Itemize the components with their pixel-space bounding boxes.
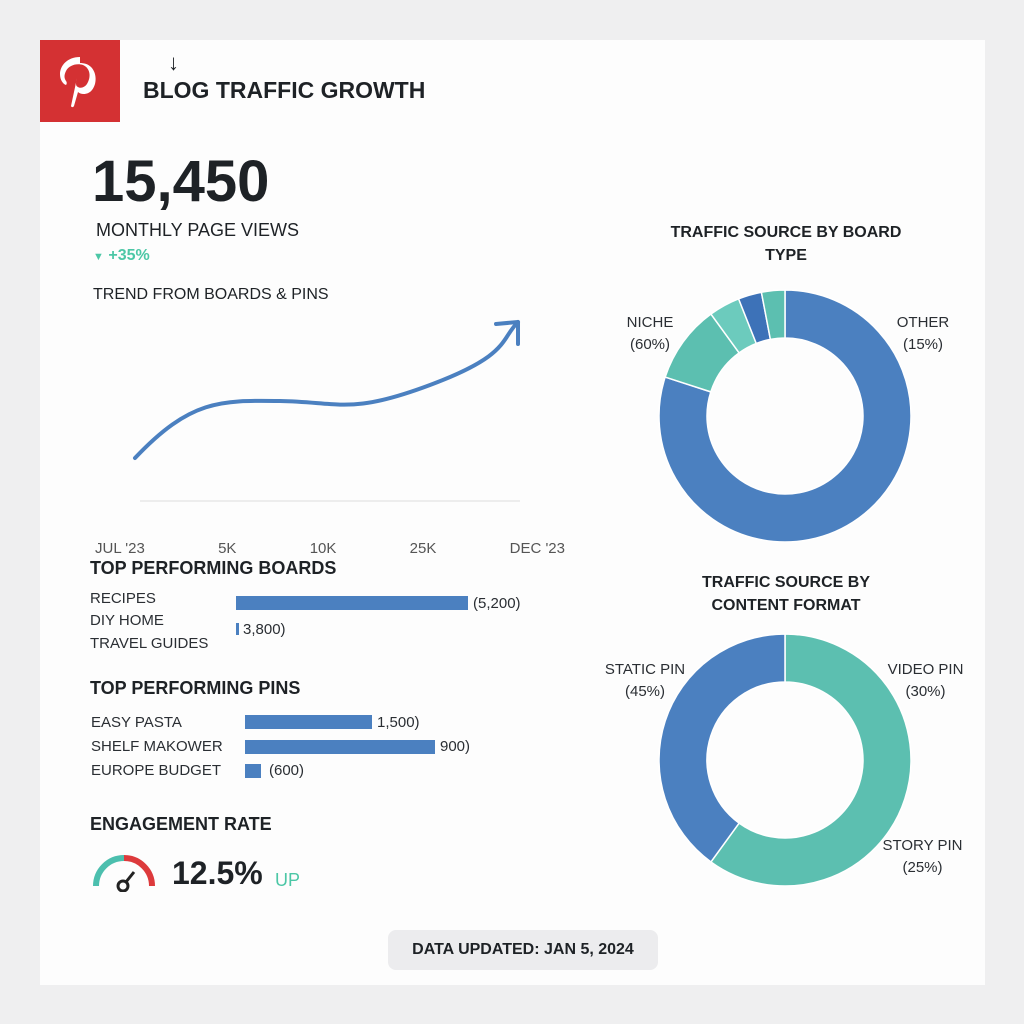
page-title: BLOG TRAFFIC GROWTH — [143, 77, 426, 103]
donut2-title: TRAFFIC SOURCE BY CONTENT FORMAT — [702, 574, 870, 614]
kpi-value: 15,450 — [92, 149, 270, 214]
donut-slice — [658, 633, 786, 863]
pin-value: 900) — [440, 738, 471, 755]
donut2-label: VIDEO PIN (30%) — [887, 661, 964, 700]
triangle-down-icon: ▼ — [93, 251, 104, 263]
board-value: 3,800) — [243, 621, 286, 638]
board-label: TRAVEL GUIDES — [90, 635, 209, 652]
donut1-label: OTHER (15%) — [896, 314, 950, 353]
pin-bar — [245, 740, 435, 754]
data-updated-badge: DATA UPDATED: JAN 5, 2024 — [388, 930, 658, 970]
pin-bar — [245, 715, 372, 729]
gauge-icon — [93, 855, 155, 892]
trend-chart — [133, 320, 520, 502]
pins-title: TOP PERFORMING PINS — [90, 678, 301, 698]
donut2-label: STATIC PIN (45%) — [604, 661, 686, 700]
tick: DEC '23 — [509, 540, 565, 557]
pin-label: EUROPE BUDGET — [91, 762, 222, 779]
tick: JUL '23 — [95, 540, 145, 557]
donut1-title: TRAFFIC SOURCE BY BOARD TYPE — [670, 224, 902, 264]
donut1-label: NICHE (60%) — [626, 314, 674, 353]
pin-bar — [245, 764, 261, 778]
kpi-label: MONTHLY PAGE VIEWS — [96, 220, 300, 240]
engagement-value: 12.5% — [172, 855, 263, 891]
pinterest-logo — [40, 40, 120, 122]
donut-slice — [760, 289, 786, 341]
pin-label: EASY PASTA — [91, 714, 182, 731]
dashboard-card: ↓ BLOG TRAFFIC GROWTH 15,450 MONTHLY PAG… — [40, 40, 985, 985]
board-label: RECIPES — [90, 590, 156, 607]
pin-value: 1,500) — [377, 714, 420, 731]
tick: 5K — [218, 540, 237, 557]
x-axis-ticks: JUL '23 5K 10K 25K DEC '23 — [95, 540, 565, 557]
board-value: (5,200) — [473, 595, 521, 612]
engagement-title: ENGAGEMENT RATE — [90, 814, 272, 834]
download-arrow-icon[interactable]: ↓ — [168, 50, 179, 75]
trend-line — [133, 320, 520, 460]
donut2-label: STORY PIN (25%) — [882, 837, 963, 876]
donut-slice — [709, 633, 912, 887]
board-label: DIY HOME — [90, 612, 164, 629]
pin-value: (600) — [269, 762, 305, 779]
donut-chart-content-format — [658, 633, 912, 887]
donut-slice — [658, 289, 912, 543]
board-bar — [236, 623, 239, 635]
engagement-trend: UP — [275, 870, 301, 890]
board-bar — [236, 596, 468, 610]
kpi-change: ▼ +35% — [93, 247, 150, 265]
kpi-change-text: +35% — [108, 247, 150, 264]
trend-arrowhead — [494, 320, 520, 346]
tick: 25K — [409, 540, 437, 557]
pin-label: SHELF MAKOWER — [91, 738, 223, 755]
trend-title: TREND FROM BOARDS & PINS — [93, 286, 329, 303]
donut-chart-board-type — [658, 289, 912, 543]
tick: 10K — [309, 540, 337, 557]
boards-title: TOP PERFORMING BOARDS — [90, 558, 337, 578]
